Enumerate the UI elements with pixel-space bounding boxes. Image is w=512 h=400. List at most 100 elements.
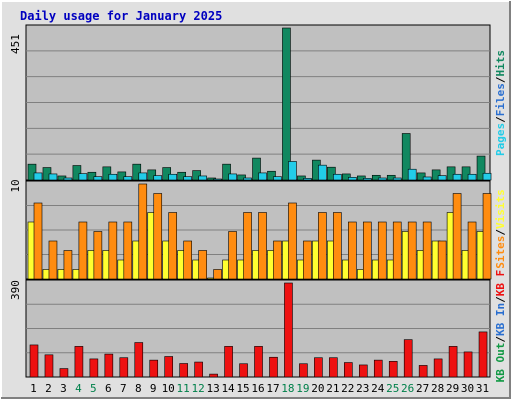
x-tick-label: 14 [221, 382, 235, 395]
bar-pages-day-8 [138, 172, 148, 181]
bar-pages-day-25 [392, 177, 402, 181]
bar-sites-day-15 [243, 212, 252, 280]
legend-entry-kb-out: KB Out [494, 343, 507, 383]
bar-kbf-day-17 [269, 356, 278, 378]
bar-pages-day-17 [273, 176, 282, 181]
x-tick-label: 6 [105, 382, 112, 395]
bar-kbf-day-9 [149, 359, 159, 378]
visits-sites-panel [25, 180, 492, 280]
x-tick-label: 16 [251, 382, 264, 395]
x-tick-label: 4 [75, 382, 82, 395]
bar-pages-day-3 [63, 177, 73, 181]
bar-kbf-day-28 [433, 358, 443, 378]
bar-pages-day-29 [452, 173, 462, 181]
bar-hits-day-11 [177, 171, 186, 181]
legend-separator: / [494, 116, 507, 123]
legend-entry-files: Files [494, 83, 507, 116]
bar-kbf-day-14 [224, 346, 233, 378]
bar-sites-day-27 [422, 221, 432, 280]
bar-pages-day-28 [437, 175, 447, 181]
legend-entry-kb-in: KB In [494, 303, 507, 336]
bar-sites-day-19 [303, 240, 312, 280]
middle-legend: Sites/Visits [494, 189, 507, 269]
bar-kbf-day-5 [89, 358, 99, 378]
bar-kbf-day-2 [44, 354, 54, 378]
bar-hits-day-4 [72, 165, 82, 181]
bar-pages-day-23 [362, 178, 372, 181]
bar-sites-day-14 [228, 231, 237, 280]
bar-sites-day-6 [108, 221, 118, 280]
x-tick-label: 28 [431, 382, 444, 395]
bar-kbf-day-25 [388, 361, 398, 378]
bar-pages-day-19 [303, 178, 312, 181]
bar-pages-day-30 [467, 173, 477, 181]
bar-kbf-day-7 [119, 357, 129, 378]
bar-pages-day-20 [318, 164, 327, 181]
legend-entry-visits: Visits [494, 189, 507, 229]
bar-kbf-day-8 [134, 342, 144, 378]
x-tick-label: 1 [30, 382, 37, 395]
bar-sites-day-12 [198, 250, 207, 280]
bar-sites-day-29 [452, 193, 462, 280]
bar-hits-day-18 [282, 27, 291, 181]
bar-sites-day-24 [377, 221, 387, 280]
bar-hits-day-19 [297, 175, 306, 181]
bar-kbf-day-22 [344, 362, 353, 378]
bar-hits-day-25 [386, 174, 396, 181]
bar-hits-day-26 [401, 133, 411, 181]
bar-pages-day-31 [482, 172, 492, 181]
bar-pages-day-2 [48, 173, 58, 181]
x-tick-label: 30 [461, 382, 474, 395]
bar-kbf-day-27 [418, 365, 428, 378]
bar-sites-day-4 [78, 221, 88, 280]
legend-entry-pages: Pages [494, 123, 507, 156]
bar-pages-day-14 [228, 173, 237, 181]
bar-hits-day-29 [446, 166, 456, 181]
legend-separator: / [494, 76, 507, 83]
legend-entry-sites: Sites [494, 236, 507, 269]
x-tick-label: 7 [120, 382, 127, 395]
bar-kbf-day-6 [104, 353, 114, 378]
bar-kbf-day-11 [179, 363, 188, 378]
bar-hits-day-16 [252, 157, 261, 181]
bar-sites-day-23 [362, 221, 372, 280]
bar-kbf-day-23 [358, 364, 368, 378]
bar-kbf-day-26 [403, 339, 413, 378]
x-tick-label: 27 [416, 382, 429, 395]
bar-sites-day-2 [48, 240, 58, 280]
bar-pages-day-21 [333, 173, 342, 181]
bar-hits-day-14 [222, 163, 231, 181]
bar-kbf-day-15 [239, 363, 248, 378]
bar-sites-day-9 [153, 193, 163, 280]
x-tick-label: 3 [60, 382, 67, 395]
legend-separator: / [494, 336, 507, 343]
legend-separator: / [494, 229, 507, 236]
bar-pages-day-10 [168, 173, 178, 181]
top-legend: Pages/Files/Hits [494, 50, 507, 156]
x-tick-label: 31 [476, 382, 489, 395]
chart-title: Daily usage for January 2025 [20, 9, 222, 23]
bar-sites-day-16 [258, 212, 267, 280]
bar-kbf-day-13 [209, 373, 218, 378]
bar-hits-day-9 [147, 169, 157, 181]
legend-entry-kb-f: KB F [494, 270, 507, 297]
x-tick-label: 8 [135, 382, 142, 395]
bar-hits-day-27 [416, 172, 426, 181]
x-tick-label: 19 [296, 382, 309, 395]
x-tick-label: 24 [371, 382, 385, 395]
middle-ymax-label: 10 [9, 179, 22, 192]
bar-pages-day-15 [243, 177, 252, 181]
bar-hits-day-6 [102, 166, 112, 181]
bar-sites-day-7 [123, 221, 133, 280]
bar-hits-day-8 [132, 163, 142, 181]
bar-hits-day-22 [342, 173, 351, 181]
bar-sites-day-17 [273, 240, 282, 280]
x-tick-label: 2 [45, 382, 52, 395]
bar-pages-day-16 [258, 172, 267, 181]
bar-hits-day-10 [162, 167, 172, 181]
x-tick-label: 9 [150, 382, 157, 395]
x-tick-label: 17 [266, 382, 279, 395]
x-tick-label: 21 [326, 382, 339, 395]
bar-sites-day-8 [138, 183, 148, 280]
bar-hits-day-23 [356, 175, 366, 181]
